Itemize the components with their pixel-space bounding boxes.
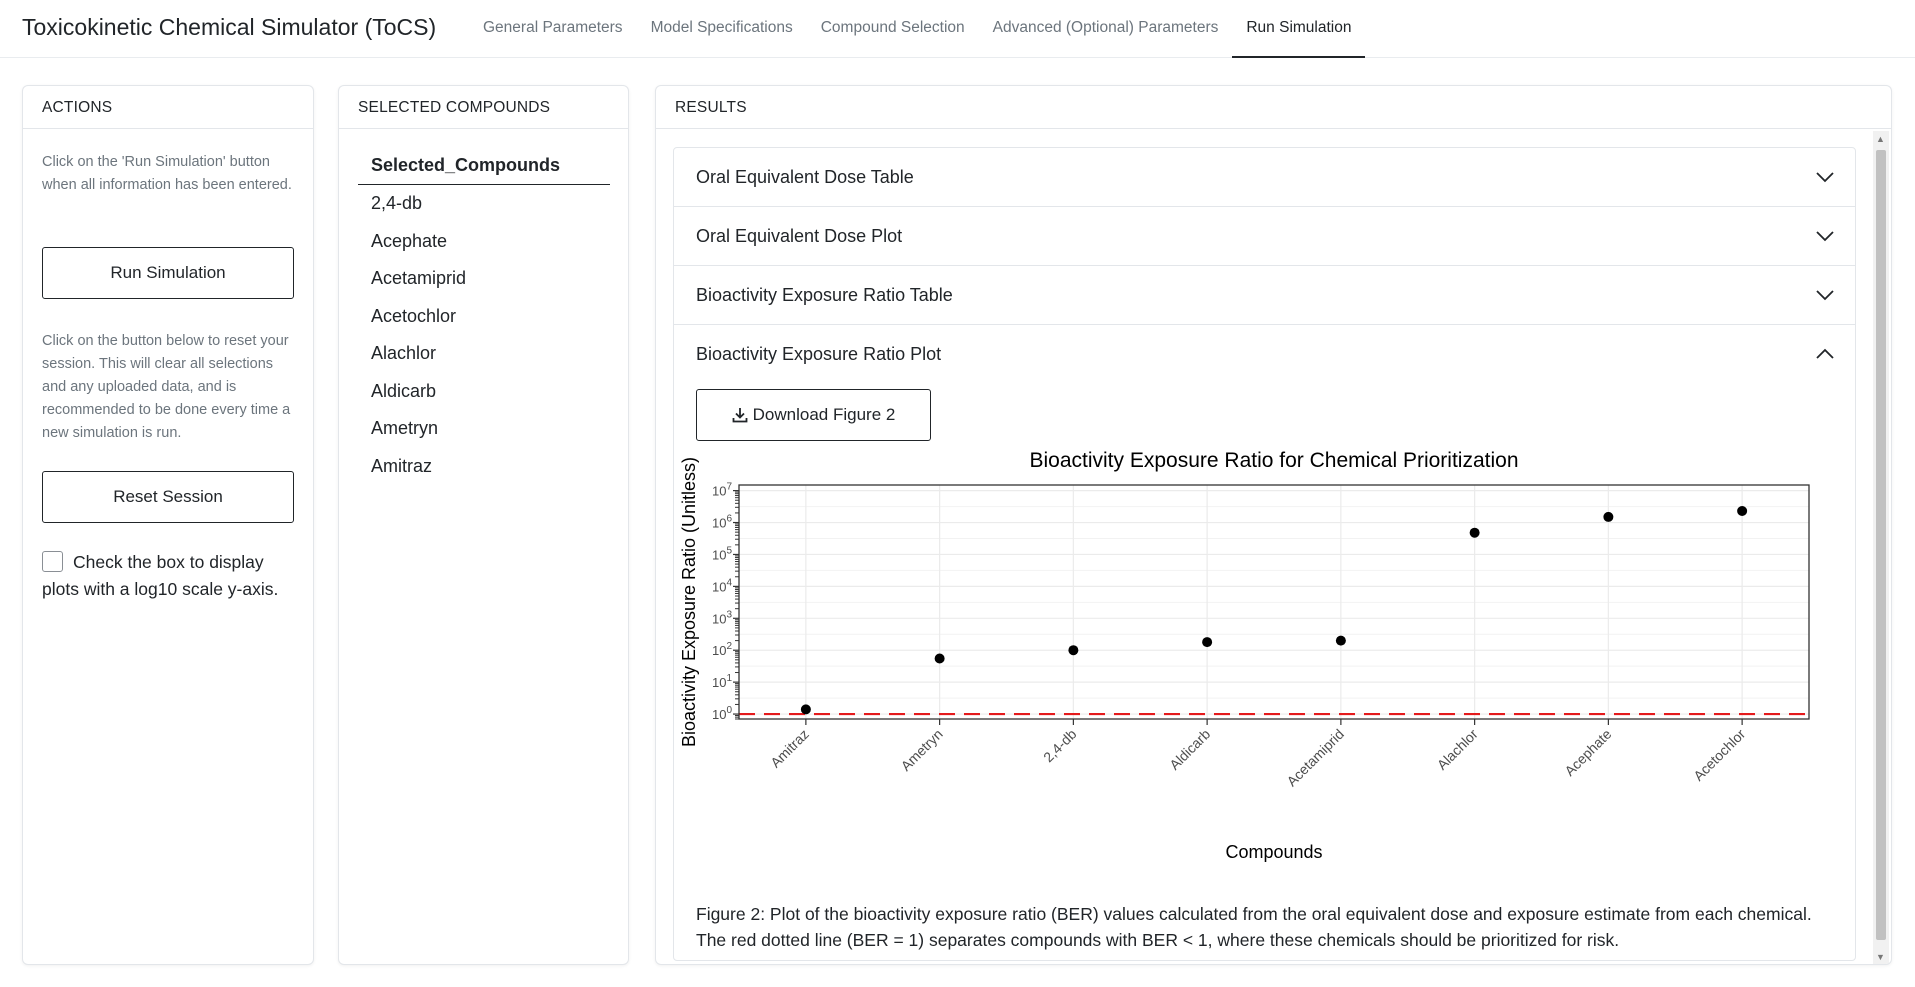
y-tick-label: 107 — [712, 482, 732, 499]
selected-compounds-header: SELECTED COMPOUNDS — [339, 86, 628, 129]
results-body: Oral Equivalent Dose Table Oral Equivale… — [656, 129, 1873, 964]
results-header: RESULTS — [656, 86, 1891, 129]
selected-compounds-card: SELECTED COMPOUNDS Selected_Compounds 2,… — [338, 85, 629, 965]
list-item: Acetochlor — [371, 305, 457, 326]
x-tick-label: Alachlor — [1434, 726, 1481, 773]
chevron-down-icon — [1816, 172, 1834, 183]
x-tick-label: Ametryn — [898, 726, 946, 774]
y-tick-label: 104 — [712, 577, 732, 594]
y-tick-label: 101 — [712, 673, 732, 690]
data-point — [1068, 645, 1079, 656]
y-tick-label: 105 — [712, 545, 732, 562]
download-figure-button[interactable]: Download Figure 2 — [696, 389, 931, 441]
log-scale-label: Check the box to display plots with a lo… — [42, 552, 279, 599]
results-scrollbar[interactable]: ▲ ▼ — [1873, 131, 1889, 964]
accordion-label: Oral Equivalent Dose Table — [696, 167, 914, 187]
accordion-label: Bioactivity Exposure Ratio Plot — [696, 344, 942, 364]
log-scale-checkbox[interactable] — [42, 551, 63, 572]
run-simulation-button[interactable]: Run Simulation — [42, 247, 294, 299]
data-point — [1335, 635, 1346, 646]
list-item: Acephate — [371, 230, 448, 251]
accordion-item-oed-plot: Oral Equivalent Dose Plot — [674, 207, 1855, 266]
actions-card: ACTIONS Click on the 'Run Simulation' bu… — [22, 85, 314, 965]
x-tick-label: Amitraz — [767, 726, 812, 771]
y-tick-label: 100 — [712, 705, 732, 722]
scroll-up-icon[interactable]: ▲ — [1876, 134, 1885, 144]
chevron-down-icon — [1816, 290, 1834, 301]
data-point — [1737, 505, 1748, 516]
list-item: Ametryn — [371, 418, 439, 438]
x-axis-label: Compounds — [1225, 842, 1322, 862]
actions-header: ACTIONS — [23, 86, 313, 129]
results-accordion: Oral Equivalent Dose Table Oral Equivale… — [673, 147, 1856, 961]
nav-tabs: General Parameters Model Specifications … — [469, 0, 1366, 58]
compound-list: 2,4-db Acephate Acetamiprid Acetochlor A… — [371, 193, 466, 493]
tab-general-parameters[interactable]: General Parameters — [483, 19, 623, 36]
accordion-label: Bioactivity Exposure Ratio Table — [696, 285, 953, 305]
y-axis-label: Bioactivity Exposure Ratio (Unitless) — [679, 457, 699, 747]
accordion-label: Oral Equivalent Dose Plot — [696, 226, 903, 246]
run-help-text: Click on the 'Run Simulation' button whe… — [42, 154, 292, 193]
accordion-item-ber-table: Bioactivity Exposure Ratio Table — [674, 266, 1855, 325]
reset-session-button[interactable]: Reset Session — [42, 471, 294, 523]
list-item: Aldicarb — [371, 380, 437, 401]
list-item: 2,4-db — [371, 193, 423, 213]
x-tick-label: Acetochlor — [1690, 726, 1748, 784]
results-card: RESULTS Oral Equivalent Dose Table Oral … — [655, 85, 1892, 965]
x-tick-label: Acetamiprid — [1283, 726, 1347, 790]
download-icon — [732, 408, 748, 423]
ber-chart: Bioactivity Exposure Ratio for Chemical … — [679, 449, 1810, 862]
accordion-item-ber-plot: Bioactivity Exposure Ratio Plot Download… — [674, 325, 1855, 960]
scroll-down-icon[interactable]: ▼ — [1876, 952, 1885, 962]
data-point — [800, 704, 811, 715]
x-tick-label: Acephate — [1561, 726, 1614, 779]
scroll-thumb[interactable] — [1876, 150, 1886, 940]
y-tick-label: 103 — [712, 609, 732, 626]
tab-run-simulation[interactable]: Run Simulation — [1232, 0, 1366, 58]
accordion-item-oed-table: Oral Equivalent Dose Table — [674, 148, 1855, 207]
x-tick-label: Aldicarb — [1166, 726, 1213, 773]
figure-caption: Figure 2: Plot of the bioactivity exposu… — [696, 904, 1812, 950]
data-point — [1603, 511, 1614, 522]
chevron-up-icon — [1816, 348, 1834, 359]
chevron-down-icon — [1816, 231, 1834, 242]
chart-title: Bioactivity Exposure Ratio for Chemical … — [1029, 449, 1518, 472]
x-tick-label: 2,4-db — [1040, 726, 1080, 766]
top-navbar: Toxicokinetic Chemical Simulator (ToCS) … — [0, 0, 1915, 58]
tab-advanced-parameters[interactable]: Advanced (Optional) Parameters — [992, 19, 1219, 36]
y-tick-label: 102 — [712, 641, 732, 658]
app-title: Toxicokinetic Chemical Simulator (ToCS) — [22, 14, 437, 40]
list-item: Alachlor — [371, 343, 437, 363]
data-point — [1202, 637, 1213, 648]
list-item: Amitraz — [371, 455, 433, 476]
accordion-header-oed-table[interactable]: Oral Equivalent Dose Table — [674, 148, 1855, 206]
list-item: Acetamiprid — [371, 268, 467, 288]
tab-compound-selection[interactable]: Compound Selection — [820, 19, 965, 36]
compounds-column-header: Selected_Compounds — [358, 155, 610, 185]
data-point — [934, 653, 945, 664]
log-scale-option: Check the box to display plots with a lo… — [42, 549, 302, 603]
reset-help-text: Click on the button below to reset your … — [42, 333, 291, 441]
tab-model-specifications[interactable]: Model Specifications — [650, 19, 793, 36]
download-label: Download Figure 2 — [752, 405, 896, 424]
accordion-header-ber-table[interactable]: Bioactivity Exposure Ratio Table — [674, 266, 1855, 324]
accordion-header-ber-plot[interactable]: Bioactivity Exposure Ratio Plot — [674, 325, 1855, 383]
ber-plot-panel: Download Figure 2 Bioactivity Exposure R… — [674, 383, 1855, 960]
data-point — [1469, 527, 1480, 538]
plot-panel-border — [738, 484, 1810, 720]
y-tick-label: 106 — [712, 514, 732, 531]
accordion-header-oed-plot[interactable]: Oral Equivalent Dose Plot — [674, 207, 1855, 265]
